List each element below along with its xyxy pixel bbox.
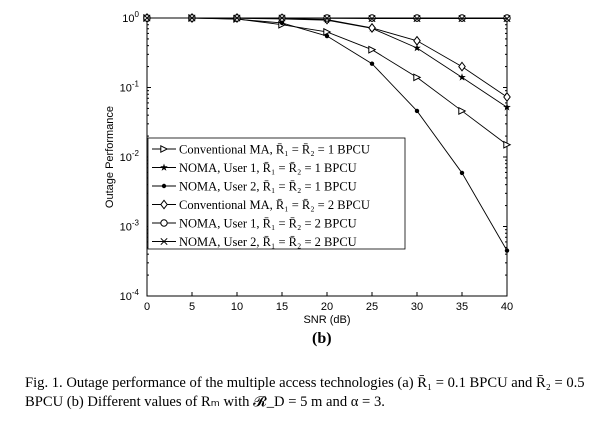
dot-marker (324, 33, 330, 39)
legend-item: Conventional MA, R̄₁ = R̄₂ = 1 BPCU (152, 143, 370, 157)
x-tick-label: 40 (501, 301, 513, 313)
legend-label: NOMA, User 2, R̄₁ = R̄₂ = 1 BPCU (179, 180, 357, 194)
triangle-marker (368, 45, 377, 54)
triangle-marker (413, 73, 422, 82)
dot-marker (504, 248, 510, 253)
dot-marker (459, 170, 465, 176)
legend-item: NOMA, User 2, R̄₁ = R̄₂ = 2 BPCU (152, 235, 357, 249)
x-marker (278, 14, 286, 22)
legend-item: NOMA, User 1, R̄₁ = R̄₂ = 1 BPCU (152, 161, 357, 175)
x-tick-label: 30 (411, 301, 423, 313)
legend-label: Conventional MA, R̄₁ = R̄₂ = 1 BPCU (179, 143, 370, 157)
dot-marker (414, 108, 420, 114)
x-tick-label: 35 (456, 301, 468, 313)
diamond-marker (368, 22, 376, 33)
x-marker (368, 15, 376, 23)
circle-marker (160, 219, 168, 227)
legend-label: NOMA, User 2, R̄₁ = R̄₂ = 2 BPCU (179, 235, 357, 249)
y-axis-label: Outage Performance (104, 106, 116, 208)
y-tick-label: 100 (122, 10, 139, 25)
triangle-marker (160, 144, 169, 154)
x-marker (503, 15, 511, 23)
x-marker (160, 237, 168, 246)
star-marker (413, 44, 421, 52)
diamond-marker (458, 61, 466, 72)
y-tick-label: 10-2 (120, 149, 140, 164)
subfigure-label: (b) (312, 330, 332, 347)
series-5 (143, 14, 511, 23)
diamond-marker (503, 91, 511, 103)
triangle-marker (458, 106, 467, 115)
y-tick-label: 10-4 (120, 288, 140, 303)
x-marker (188, 14, 196, 22)
legend-item: NOMA, User 2, R̄₁ = R̄₂ = 1 BPCU (152, 180, 357, 194)
diamond-marker (160, 199, 168, 210)
legend-label: NOMA, User 1, R̄₁ = R̄₂ = 1 BPCU (179, 161, 357, 175)
legend: Conventional MA, R̄₁ = R̄₂ = 1 BPCU NOMA,… (147, 137, 406, 250)
x-tick-label: 15 (276, 301, 288, 313)
triangle-marker (503, 140, 512, 149)
x-tick-label: 20 (321, 301, 333, 313)
y-tick-label: 10-3 (120, 219, 140, 234)
star-marker (458, 73, 466, 81)
x-tick-label: 5 (189, 301, 195, 313)
x-marker (413, 15, 421, 23)
y-tick-label: 10-1 (120, 80, 140, 95)
triangle-marker (323, 27, 332, 36)
diamond-marker (413, 35, 421, 46)
x-marker (323, 14, 331, 22)
legend-item: NOMA, User 1, R̄₁ = R̄₂ = 2 BPCU (152, 217, 357, 231)
x-tick-label: 10 (231, 301, 243, 313)
x-axis-label: SNR (dB) (303, 314, 350, 326)
star-marker (160, 163, 168, 171)
x-marker (143, 14, 151, 22)
dot-marker (369, 61, 375, 66)
x-tick-label: 0 (144, 301, 150, 313)
legend-label: Conventional MA, R̄₁ = R̄₂ = 2 BPCU (179, 198, 370, 212)
x-tick-label: 25 (366, 301, 378, 313)
legend-box (147, 137, 406, 250)
legend-label: NOMA, User 1, R̄₁ = R̄₂ = 2 BPCU (179, 217, 357, 231)
dot-marker (161, 183, 167, 189)
star-marker (503, 103, 511, 111)
legend-item: Conventional MA, R̄₁ = R̄₂ = 2 BPCU (152, 198, 370, 212)
x-marker (458, 15, 466, 23)
figure-caption: Fig. 1. Outage performance of the multip… (25, 375, 585, 410)
x-marker (233, 14, 241, 22)
